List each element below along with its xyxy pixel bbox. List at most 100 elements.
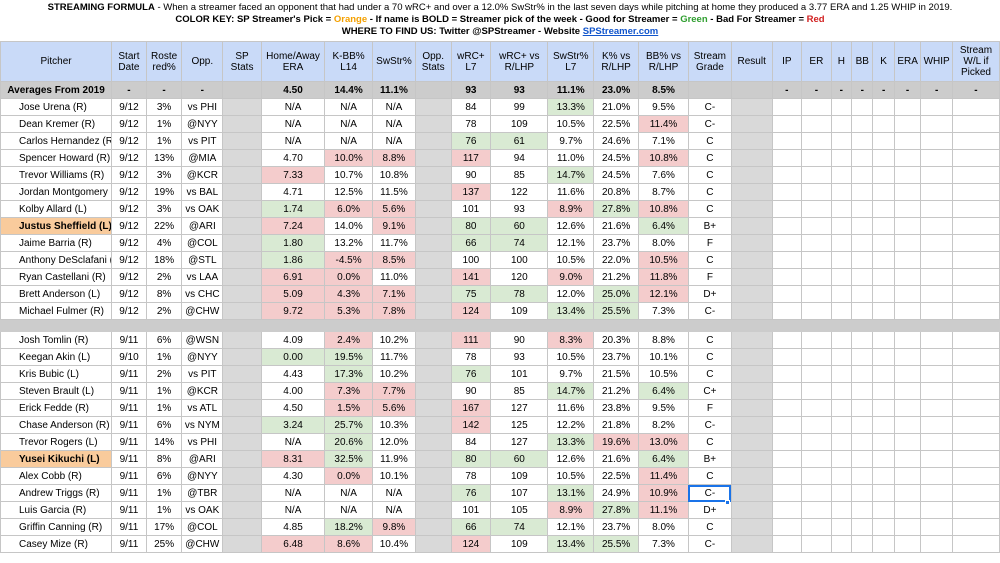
cell[interactable]: N/A xyxy=(324,484,374,502)
cell[interactable] xyxy=(414,365,452,383)
cell[interactable] xyxy=(222,450,262,468)
start-date[interactable]: 9/12 xyxy=(111,217,147,235)
cell[interactable] xyxy=(801,268,832,286)
cell[interactable]: 78 xyxy=(450,467,492,485)
stream-grade[interactable]: F xyxy=(687,234,732,252)
cell[interactable]: 10.5% xyxy=(547,251,595,269)
cell[interactable] xyxy=(414,234,452,252)
cell[interactable] xyxy=(893,467,922,485)
cell[interactable]: 10.5% xyxy=(547,467,595,485)
cell[interactable] xyxy=(951,348,1000,366)
pitcher-name[interactable]: Jordan Montgomery (L) xyxy=(0,183,113,201)
cell[interactable]: 21.8% xyxy=(593,416,640,434)
cell[interactable] xyxy=(771,285,803,303)
cell[interactable]: 11.4% xyxy=(638,467,689,485)
cell[interactable] xyxy=(830,98,853,116)
cell[interactable] xyxy=(851,484,874,502)
cell[interactable]: 27.8% xyxy=(593,200,640,218)
opponent[interactable]: vs PHI xyxy=(181,98,224,116)
cell[interactable] xyxy=(920,467,953,485)
cell[interactable]: 13.3% xyxy=(547,98,595,116)
cell[interactable]: 13.4% xyxy=(547,535,595,553)
cell[interactable] xyxy=(830,382,853,400)
cell[interactable]: 8.8% xyxy=(372,149,416,167)
cell[interactable]: 111 xyxy=(450,331,492,349)
opponent[interactable]: vs PHI xyxy=(181,433,224,451)
cell[interactable] xyxy=(414,518,452,536)
start-date[interactable]: 9/11 xyxy=(111,484,147,502)
cell[interactable]: 7.6% xyxy=(638,166,689,184)
cell[interactable] xyxy=(893,484,922,502)
cell[interactable] xyxy=(730,382,773,400)
cell[interactable]: 7.1% xyxy=(638,132,689,150)
cell[interactable] xyxy=(414,433,452,451)
cell[interactable] xyxy=(222,399,262,417)
rostered-pct[interactable]: 1% xyxy=(145,399,183,417)
column-header[interactable]: Opp. xyxy=(181,41,224,82)
cell[interactable]: 24.9% xyxy=(593,484,640,502)
cell[interactable] xyxy=(771,484,803,502)
cell[interactable] xyxy=(830,484,853,502)
cell[interactable] xyxy=(730,416,773,434)
column-header[interactable]: WHIP xyxy=(920,41,953,82)
cell[interactable] xyxy=(830,166,853,184)
cell[interactable] xyxy=(872,365,895,383)
cell[interactable] xyxy=(414,501,452,519)
cell[interactable] xyxy=(893,535,922,553)
cell[interactable]: N/A xyxy=(260,433,326,451)
cell[interactable] xyxy=(414,302,452,320)
cell[interactable]: 6.4% xyxy=(638,382,689,400)
cell[interactable] xyxy=(771,183,803,201)
start-date[interactable]: 9/12 xyxy=(111,268,147,286)
cell[interactable]: 105 xyxy=(490,501,549,519)
cell[interactable]: 90 xyxy=(450,166,492,184)
cell[interactable]: 7.1% xyxy=(372,285,416,303)
cell[interactable] xyxy=(872,115,895,133)
cell[interactable]: 78 xyxy=(490,285,549,303)
cell[interactable] xyxy=(830,433,853,451)
cell[interactable]: 4.71 xyxy=(260,183,326,201)
rostered-pct[interactable]: 2% xyxy=(145,268,183,286)
cell[interactable] xyxy=(893,251,922,269)
averages-cell[interactable]: 11.1% xyxy=(372,81,416,99)
cell[interactable] xyxy=(222,251,262,269)
rostered-pct[interactable]: 1% xyxy=(145,348,183,366)
rostered-pct[interactable]: 3% xyxy=(145,98,183,116)
cell[interactable] xyxy=(414,285,452,303)
cell[interactable] xyxy=(951,200,1000,218)
cell[interactable] xyxy=(851,348,874,366)
cell[interactable] xyxy=(222,200,262,218)
cell[interactable]: 84 xyxy=(450,433,492,451)
cell[interactable]: 124 xyxy=(450,535,492,553)
pitcher-name[interactable]: Spencer Howard (R) xyxy=(0,149,113,167)
stream-grade[interactable]: C+ xyxy=(687,382,732,400)
start-date[interactable]: 9/12 xyxy=(111,98,147,116)
rostered-pct[interactable]: 18% xyxy=(145,251,183,269)
cell[interactable] xyxy=(920,268,953,286)
cell[interactable]: 11.7% xyxy=(372,234,416,252)
cell[interactable]: 8.8% xyxy=(638,331,689,349)
cell[interactable]: 9.5% xyxy=(638,399,689,417)
column-header[interactable]: Stream Grade xyxy=(687,41,732,82)
cell[interactable]: 12.1% xyxy=(638,285,689,303)
cell[interactable] xyxy=(893,285,922,303)
cell[interactable] xyxy=(771,200,803,218)
cell[interactable] xyxy=(771,166,803,184)
cell[interactable]: 10.4% xyxy=(372,535,416,553)
rostered-pct[interactable]: 22% xyxy=(145,217,183,235)
cell[interactable]: 74 xyxy=(490,234,549,252)
cell[interactable] xyxy=(801,200,832,218)
cell[interactable] xyxy=(222,149,262,167)
cell[interactable] xyxy=(851,416,874,434)
averages-cell[interactable] xyxy=(222,81,262,99)
cell[interactable] xyxy=(730,535,773,553)
cell[interactable] xyxy=(872,132,895,150)
cell[interactable]: 94 xyxy=(490,149,549,167)
stream-grade[interactable]: C- xyxy=(687,98,732,116)
cell[interactable] xyxy=(830,132,853,150)
cell[interactable] xyxy=(951,166,1000,184)
cell[interactable]: 12.5% xyxy=(324,183,374,201)
cell[interactable]: 167 xyxy=(450,399,492,417)
cell[interactable] xyxy=(851,365,874,383)
start-date[interactable]: 9/11 xyxy=(111,450,147,468)
